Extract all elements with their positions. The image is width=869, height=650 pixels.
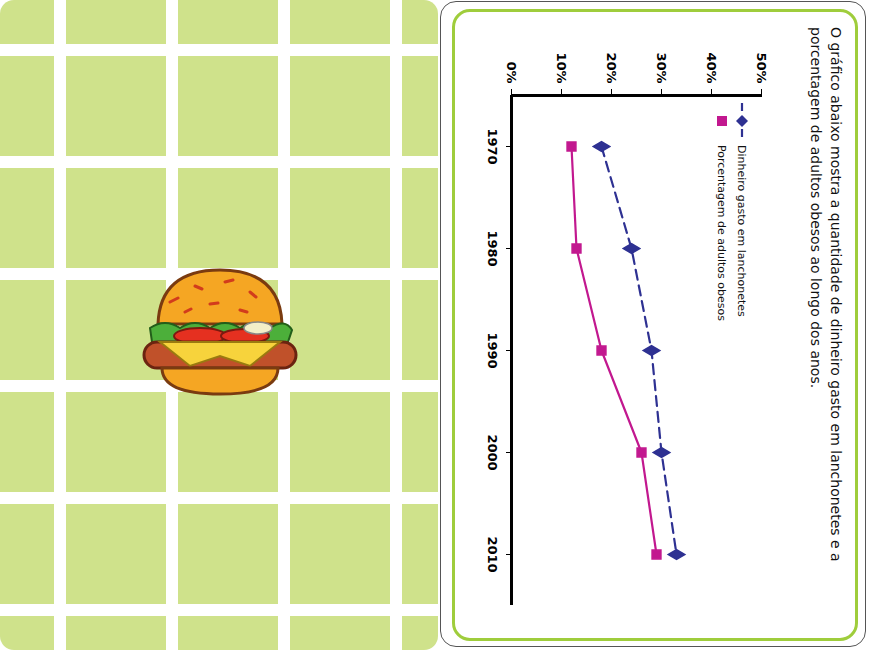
svg-text:1970: 1970: [485, 128, 500, 164]
html-text:Dinheiro gasto em lanchonetes: Dinheiro gasto em lanchonetes: [735, 145, 749, 317]
html-text:Porcentagem de adultos obesos: Porcentagem de adultos obesos: [715, 145, 729, 321]
svg-text:30%: 30%: [654, 52, 669, 83]
svg-text:2010: 2010: [485, 536, 500, 572]
svg-text:1980: 1980: [485, 230, 500, 266]
svg-text:40%: 40%: [704, 52, 719, 83]
svg-text:50%: 50%: [754, 52, 769, 83]
svg-text:2000: 2000: [485, 434, 500, 470]
html-text:O gráfico abaixo mostra a quan: O gráfico abaixo mostra a quantidade de …: [808, 27, 844, 562]
svg-text:10%: 10%: [554, 52, 569, 83]
svg-text:1990: 1990: [485, 332, 500, 368]
svg-text:0%: 0%: [504, 61, 519, 83]
svg-text:20%: 20%: [604, 52, 619, 83]
